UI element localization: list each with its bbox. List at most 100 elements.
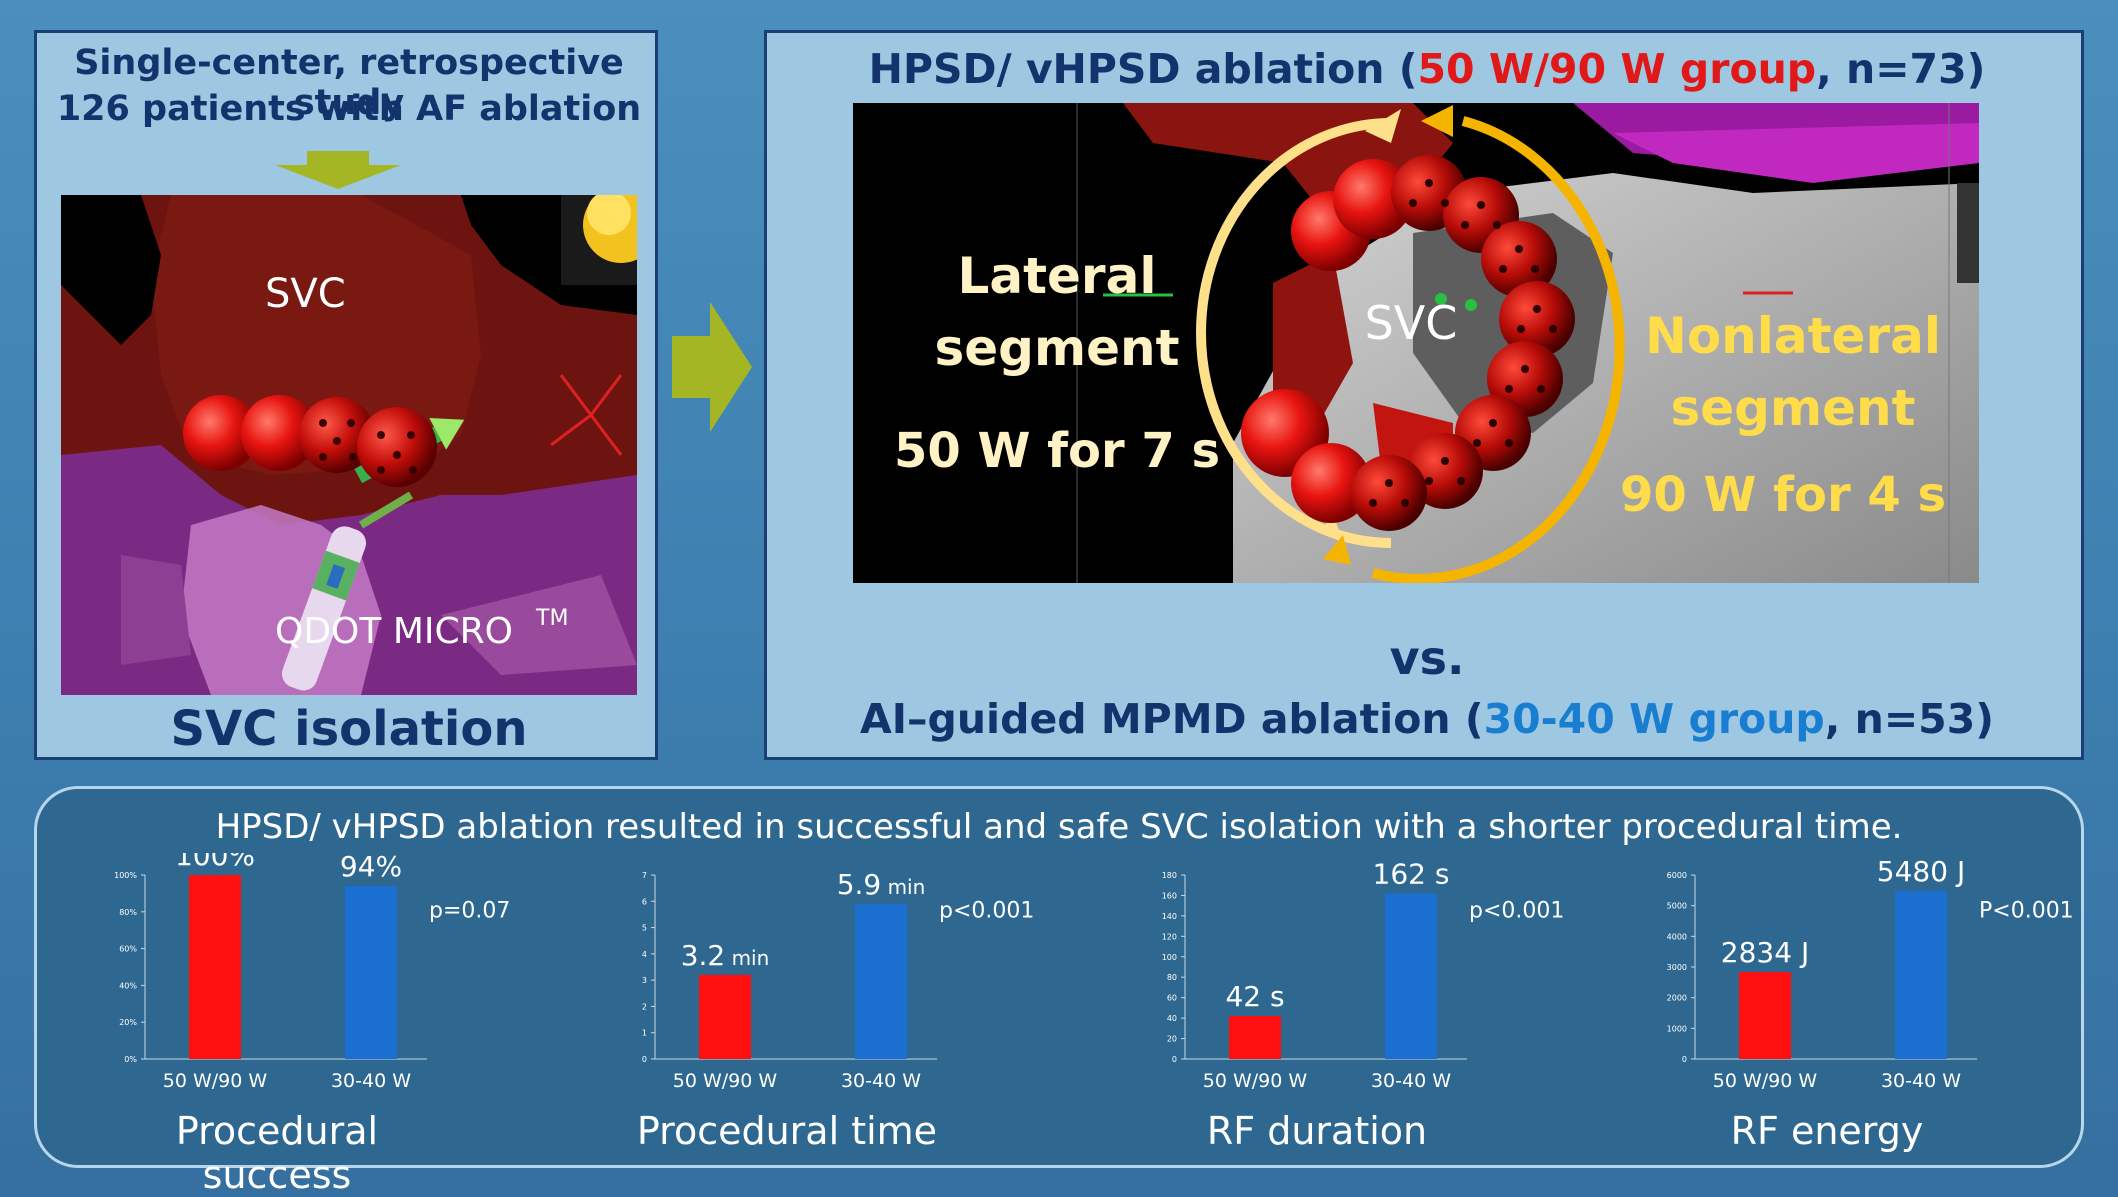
procedural-success-chart-title: Procedural success	[175, 1109, 379, 1197]
down-arrow-icon	[275, 151, 401, 189]
y-tick-label: 5000	[1667, 902, 1687, 911]
lateral-segment-label-1: Lateral	[958, 247, 1157, 305]
y-tick-label: 5	[642, 924, 647, 933]
mpmd-title-suffix: , n=53)	[1824, 695, 1994, 743]
y-tick-label: 3	[642, 976, 647, 985]
hpsd-group-highlight: 50 W/90 W group	[1417, 45, 1817, 93]
results-panel: HPSD/ vHPSD ablation resulted in success…	[34, 786, 2084, 1197]
value-label: 2834 J	[1721, 936, 1809, 969]
y-tick-label: 160	[1162, 891, 1177, 900]
value-label: 162 s	[1373, 857, 1450, 890]
svc-isolation-title: SVC isolation	[170, 701, 528, 757]
category-label: 30-40 W	[841, 1070, 921, 1092]
bar-mpmd	[345, 886, 397, 1059]
p-value-label: p<0.001	[1469, 898, 1564, 923]
svc-label: SVC	[1365, 296, 1458, 350]
procedural-time-chart: 0 1 2 3 4 5 6 7 3.2 min 50 W/90 W 5.9 min 30-40 W p<…	[607, 853, 1107, 1163]
y-tick-label: 1000	[1667, 1024, 1687, 1033]
p-value-label: p<0.001	[939, 898, 1034, 923]
category-label: 50 W/90 W	[1203, 1070, 1308, 1092]
category-label: 50 W/90 W	[163, 1070, 268, 1092]
versus-text: vs.	[1389, 631, 1465, 685]
y-tick-label: 4	[642, 950, 647, 959]
p-value-label: P<0.001	[1979, 898, 2074, 923]
rf-energy-chart-title: RF energy	[1730, 1109, 1924, 1153]
y-tick-label: 7	[642, 871, 647, 880]
procedural-time-chart-plot: 0 1 2 3 4 5 6 7 3.2 min 50 W/90 W 5.9 min 30-40 W p<…	[642, 868, 1034, 1092]
y-tick-label: 0	[1172, 1055, 1177, 1064]
y-tick-label: 60%	[119, 945, 137, 954]
rf-energy-chart: 0 1000 2000 3000 4000 5000 6000 2834 J 50 W/90 W…	[1647, 853, 2118, 1163]
y-tick-label: 0%	[124, 1055, 137, 1064]
nonlateral-segment-label-2: segment	[1671, 379, 1916, 437]
category-label: 50 W/90 W	[673, 1070, 778, 1092]
bar-hpsd	[699, 974, 751, 1059]
hpsd-title-suffix: , n=73)	[1816, 45, 1986, 93]
y-tick-label: 140	[1162, 912, 1177, 921]
study-design-panel: Single-center, retrospective study 126 p…	[34, 30, 658, 760]
y-tick-label: 2000	[1667, 994, 1687, 1003]
mpmd-group-highlight: 30-40 W group	[1483, 695, 1825, 743]
value-label: 5.9 min	[837, 868, 926, 901]
ablation-map-image: Lateral segment 50 W for 7 s SVC Nonlate…	[853, 103, 1979, 583]
value-label: 42 s	[1225, 980, 1284, 1013]
y-tick-label: 0	[642, 1055, 647, 1064]
lateral-power-setting: 50 W for 7 s	[894, 423, 1220, 479]
svc-anatomy-image: SVC QDOT MICRO TM	[61, 195, 637, 695]
lateral-segment-label-2: segment	[935, 319, 1180, 377]
nonlateral-power-setting: 90 W for 4 s	[1620, 467, 1946, 523]
procedural-success-chart-plot: 0% 20% 40% 60% 80% 100% 100% 50 W/90 W 94% 30-40 …	[114, 853, 510, 1092]
y-tick-label: 20	[1167, 1035, 1177, 1044]
y-tick-label: 40%	[119, 981, 137, 990]
y-tick-label: 80	[1167, 973, 1177, 982]
bar-mpmd	[1895, 890, 1947, 1059]
catheter-label: QDOT MICRO	[275, 611, 513, 652]
value-label: 3.2 min	[681, 939, 770, 972]
hpsd-title-prefix: HPSD/ vHPSD ablation (	[868, 45, 1418, 93]
y-tick-label: 4000	[1667, 932, 1687, 941]
y-tick-label: 2	[642, 1002, 647, 1011]
value-label: 5480 J	[1877, 855, 1965, 888]
mpmd-title-prefix: AI–guided MPMD ablation (	[860, 695, 1484, 743]
y-tick-label: 80%	[119, 908, 137, 917]
patient-count-text: 126 patients with AF ablation	[56, 89, 642, 129]
y-tick-label: 6	[642, 897, 647, 906]
y-tick-label: 6000	[1667, 871, 1687, 880]
bar-mpmd	[1385, 893, 1437, 1059]
value-label: 100%	[175, 853, 255, 872]
bar-hpsd	[189, 875, 241, 1059]
trademark-label: TM	[535, 606, 568, 631]
category-label: 50 W/90 W	[1713, 1070, 1818, 1092]
category-label: 30-40 W	[1371, 1070, 1451, 1092]
category-label: 30-40 W	[1881, 1070, 1961, 1092]
nonlateral-segment-label-1: Nonlateral	[1645, 307, 1941, 365]
rf-duration-chart-plot: 0 20 40 60 80 100 120 140 160 180 42 s 50 W/90 W 162…	[1162, 857, 1565, 1092]
p-value-label: p=0.07	[429, 898, 510, 923]
ablation-comparison-panel: HPSD/ vHPSD ablation (50 W/90 W group, n…	[764, 30, 2084, 760]
y-tick-label: 1	[642, 1029, 647, 1038]
bar-hpsd	[1739, 972, 1791, 1059]
y-tick-label: 60	[1167, 994, 1177, 1003]
category-label: 30-40 W	[331, 1070, 411, 1092]
rf-energy-chart-plot: 0 1000 2000 3000 4000 5000 6000 2834 J 50 W/90 W…	[1667, 855, 2074, 1092]
y-tick-label: 120	[1162, 932, 1177, 941]
procedural-time-chart-title: Procedural time	[636, 1109, 938, 1153]
bar-mpmd	[855, 903, 907, 1059]
bar-hpsd	[1229, 1016, 1281, 1059]
mpmd-group-title: AI–guided MPMD ablation (30-40 W group, …	[767, 695, 2087, 743]
y-tick-label: 180	[1162, 871, 1177, 880]
hpsd-group-title: HPSD/ vHPSD ablation (50 W/90 W group, n…	[767, 45, 2087, 93]
y-tick-label: 100%	[114, 871, 137, 880]
value-label: 94%	[340, 853, 402, 883]
svc-label: SVC	[265, 271, 346, 317]
procedural-success-chart: 0% 20% 40% 60% 80% 100% 100% 50 W/90 W 94% 30-40 …	[97, 853, 597, 1197]
y-tick-label: 40	[1167, 1014, 1177, 1023]
right-arrow-icon	[672, 302, 752, 432]
y-tick-label: 20%	[119, 1018, 137, 1027]
y-tick-label: 0	[1682, 1055, 1687, 1064]
rf-duration-chart-title: RF duration	[1206, 1109, 1428, 1153]
rf-duration-chart: 0 20 40 60 80 100 120 140 160 180 42 s 50 W/90 W 162…	[1137, 853, 1637, 1163]
study-design-text: Single-center, retrospective study	[74, 43, 624, 123]
conclusion-text: HPSD/ vHPSD ablation resulted in success…	[215, 807, 1903, 847]
